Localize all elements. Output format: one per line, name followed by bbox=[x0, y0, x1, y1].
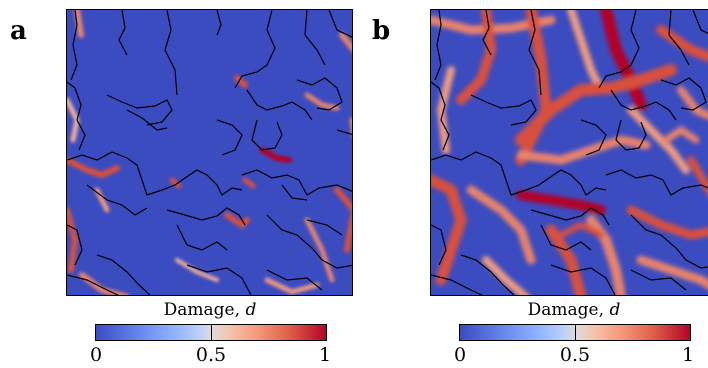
colorbar-b bbox=[459, 324, 691, 341]
colorbar-variable-a: d bbox=[245, 300, 257, 320]
colorbar-tick-b-0: 0 bbox=[453, 344, 467, 366]
colorbar-tick-a-05: 0.5 bbox=[195, 344, 227, 366]
colorbar-a bbox=[95, 324, 327, 341]
colorbar-tick-b-1: 1 bbox=[681, 344, 695, 366]
damage-map-b bbox=[430, 9, 708, 296]
colorbar-tick-b-05: 0.5 bbox=[559, 344, 591, 366]
colorbar-title-a: Damage, d bbox=[90, 300, 330, 320]
colorbar-variable-b: d bbox=[609, 300, 621, 320]
panel-label-b: b bbox=[372, 16, 391, 46]
colorbar-title-text-b: Damage, bbox=[527, 300, 610, 320]
colorbar-title-b: Damage, d bbox=[454, 300, 694, 320]
panel-label-a: a bbox=[10, 16, 27, 46]
colorbar-tick-a-0: 0 bbox=[89, 344, 103, 366]
damage-map-a bbox=[66, 9, 353, 296]
colorbar-tick-a-1: 1 bbox=[318, 344, 332, 366]
colorbar-title-text-a: Damage, bbox=[163, 300, 246, 320]
